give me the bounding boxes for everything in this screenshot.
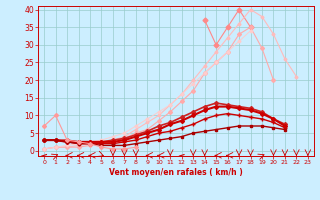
X-axis label: Vent moyen/en rafales ( km/h ): Vent moyen/en rafales ( km/h ): [109, 168, 243, 177]
